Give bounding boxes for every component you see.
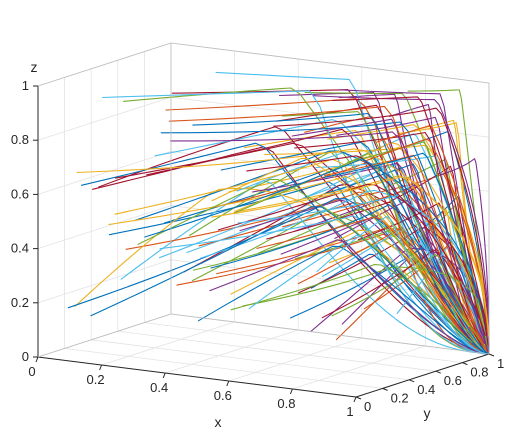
grid-line	[64, 348, 383, 389]
axes-box	[33, 42, 495, 403]
z-tick-label: 1	[22, 78, 29, 93]
y-tick-mark	[382, 387, 388, 391]
y-tick-label: 1	[497, 356, 504, 371]
y-tick-label: 0.6	[444, 373, 462, 388]
y-tick-mark	[409, 379, 415, 383]
tick-labels: 00.20.40.60.81 00.20.40.60.8100.20.40.60.…	[11, 78, 504, 419]
x-tick-label: 0	[28, 364, 35, 379]
box-edge	[170, 313, 490, 355]
trajectory-line	[134, 150, 489, 333]
y-tick-mark	[462, 362, 468, 366]
grid-line	[292, 345, 426, 390]
y-axis-label: y	[424, 405, 431, 421]
trajectory-line	[257, 208, 486, 348]
x-tick-mark	[162, 372, 166, 379]
trajectory-line	[217, 183, 489, 336]
trajectory-line	[137, 178, 473, 343]
z-axis-label: z	[31, 59, 38, 75]
y-axis-line	[355, 353, 490, 398]
trajectory-line	[246, 155, 486, 336]
x-tick-label: 1	[346, 404, 353, 419]
y-tick-label: 0.4	[417, 382, 435, 397]
grid-line	[37, 259, 172, 304]
x-tick-mark	[35, 356, 39, 363]
trajectory-line	[316, 216, 485, 354]
grid-line	[91, 339, 410, 381]
x-tick-mark	[99, 364, 103, 371]
x-tick-mark	[353, 396, 357, 403]
z-tick-label: 0.2	[11, 295, 29, 310]
x-tick-mark	[289, 388, 293, 395]
x-axis-line	[37, 356, 357, 398]
box-edge	[170, 42, 490, 84]
trajectory-line	[144, 158, 490, 355]
trajectory-line	[331, 96, 489, 347]
box-edge	[37, 42, 172, 87]
z-tick-label: 0	[22, 349, 29, 364]
grid-line	[144, 322, 463, 363]
z-tick-label: 0.4	[11, 241, 29, 256]
trajectory-lines	[67, 71, 490, 355]
grid-line	[37, 205, 172, 249]
x-tick-mark	[226, 380, 230, 387]
y-tick-label: 0.8	[470, 365, 488, 380]
trajectory-line	[347, 141, 489, 351]
x-axis-label: x	[215, 414, 222, 430]
x-tick-label: 0.8	[277, 396, 295, 411]
y-tick-mark	[435, 370, 441, 374]
z-tick-label: 0.6	[11, 186, 29, 201]
grid-line	[165, 329, 299, 374]
trajectory-line	[169, 131, 490, 355]
box-edge	[37, 313, 172, 358]
y-tick-mark	[355, 396, 362, 400]
z-tick-label: 0.8	[11, 132, 29, 147]
grid-line	[37, 151, 172, 195]
grid-line	[228, 337, 362, 382]
y-tick-label: 0.2	[391, 390, 409, 405]
trajectory-line	[74, 187, 458, 325]
trajectory-line	[76, 148, 490, 337]
grid-line	[101, 321, 235, 366]
grid-line	[117, 330, 436, 372]
trajectory-line	[256, 216, 488, 352]
y-tick-label: 0	[364, 399, 371, 414]
x-tick-label: 0.6	[214, 388, 232, 403]
x-tick-label: 0.4	[150, 380, 168, 395]
x-tick-label: 0.2	[87, 372, 105, 387]
y-tick-mark	[488, 353, 495, 357]
grid-line	[37, 96, 172, 141]
